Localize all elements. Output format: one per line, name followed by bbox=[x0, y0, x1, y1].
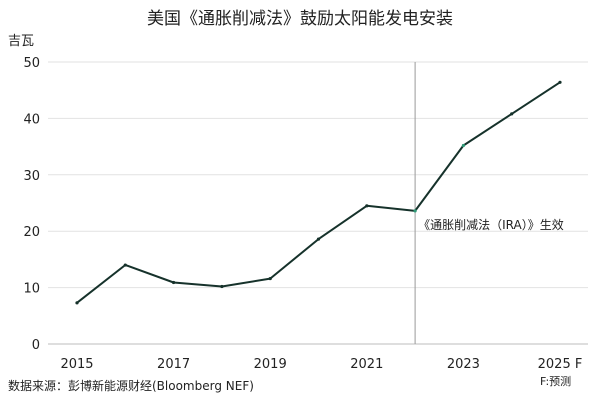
x-tick-labels: 2015 2017 2019 2021 2023 2025 F bbox=[60, 357, 582, 372]
data-point-2021 bbox=[365, 204, 369, 208]
y-tick-label-0: 0 bbox=[32, 338, 40, 353]
data-point-2023 bbox=[461, 143, 465, 148]
data-point-2025 bbox=[558, 80, 562, 84]
data-point-2020 bbox=[316, 237, 321, 241]
chart-title: 美国《通胀削减法》鼓励太阳能发电安装 bbox=[147, 9, 453, 29]
x-tick-label-2019: 2019 bbox=[254, 357, 287, 372]
forecast-note: F:预测 bbox=[540, 375, 571, 388]
x-tick-label-2021: 2021 bbox=[350, 357, 383, 372]
y-tick-label-40: 40 bbox=[23, 112, 40, 127]
ira-annotation-label: 《通胀削减法（IRA）》生效 bbox=[418, 217, 564, 232]
data-source-note: 数据来源：彭博新能源财经(Bloomberg NEF) bbox=[8, 378, 254, 393]
grid-lines bbox=[48, 61, 588, 345]
data-point-2017 bbox=[172, 280, 176, 285]
data-point-2016 bbox=[123, 263, 127, 267]
data-point-2024 bbox=[510, 112, 514, 116]
x-tick-label-2023: 2023 bbox=[447, 357, 480, 372]
data-point-2022 bbox=[413, 209, 417, 213]
y-tick-label-10: 10 bbox=[23, 282, 40, 297]
x-tick-label-2025: 2025 F bbox=[538, 357, 583, 372]
y-tick-label-30: 30 bbox=[23, 169, 40, 184]
y-tick-labels: 0 10 20 30 40 50 bbox=[23, 56, 40, 353]
solar-capacity-line bbox=[76, 81, 561, 304]
data-point-2018 bbox=[220, 284, 224, 289]
x-tick-label-2017: 2017 bbox=[157, 357, 190, 372]
y-tick-label-20: 20 bbox=[23, 225, 40, 240]
y-tick-label-50: 50 bbox=[23, 56, 40, 71]
x-tick-label-2015: 2015 bbox=[60, 357, 93, 372]
series-group bbox=[75, 80, 562, 305]
y-axis-unit-label: 吉瓦 bbox=[8, 34, 34, 49]
data-point-2015 bbox=[75, 301, 79, 305]
annotation-group: 《通胀削减法（IRA）》生效 bbox=[414, 62, 564, 344]
data-point-2019 bbox=[268, 276, 272, 281]
